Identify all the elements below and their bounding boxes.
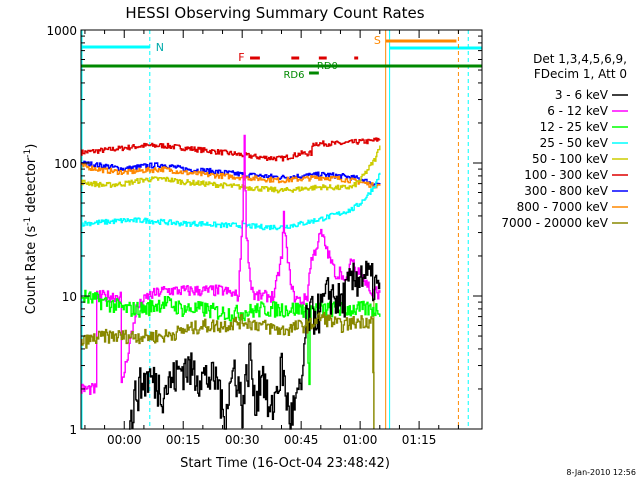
x-tick-label: 00:45: [284, 433, 319, 447]
series-line-50-100keV: [81, 145, 381, 194]
series-layer: [81, 134, 381, 430]
y-axis-label-part2: detector: [24, 157, 39, 217]
legend-header-attenuator: FDecim 1, Att 0: [534, 67, 627, 81]
y-tick-label: 100: [54, 157, 77, 171]
saa-label: S: [374, 34, 381, 47]
rd0-label: RD0: [317, 61, 338, 72]
y-tick-label: 10: [62, 290, 77, 304]
series-line-3-6keV: [129, 260, 381, 430]
footer-date: 8-Jan-2010 12:56: [566, 468, 636, 477]
axes-layer: 00:00 00:15 00:30 00:45 01:00 01:15 1 10 100 1000: [46, 24, 482, 447]
y-axis-label-sup2: -1: [23, 149, 33, 158]
y-tick-label: 1: [69, 423, 77, 437]
x-tick-label: 01:00: [343, 433, 378, 447]
x-axis-label: Start Time (16-Oct-04 23:48:42): [180, 456, 390, 471]
legend-entry-label: 7000 - 20000 keV: [501, 216, 608, 230]
y-axis-label-part3: ): [24, 144, 39, 149]
y-tick-label: 1000: [46, 24, 77, 38]
legend-entry-label: 800 - 7000 keV: [517, 200, 609, 214]
y-axis-label: Count Rate (s-1 detector-1): [23, 144, 39, 315]
legend-entry-label: 25 - 50 keV: [540, 136, 609, 150]
chart-title: HESSI Observing Summary Count Rates: [125, 4, 424, 22]
x-tick-label: 00:15: [166, 433, 201, 447]
legend-entry-label: 100 - 300 keV: [524, 168, 608, 182]
legend-entry-label: 300 - 800 keV: [524, 184, 608, 198]
legend-entry-label: 6 - 12 keV: [547, 104, 609, 118]
rd6-label: RD6: [283, 70, 304, 81]
legend-header-detectors: Det 1,3,4,5,6,9,: [533, 52, 627, 66]
x-tick-label: 01:15: [402, 433, 437, 447]
y-axis-label-part1: Count Rate (s: [24, 226, 39, 315]
legend-entry-label: 3 - 6 keV: [555, 88, 609, 102]
night-label: N: [156, 41, 164, 54]
legend: Det 1,3,4,5,6,9, FDecim 1, Att 0 3 - 6 k…: [501, 52, 628, 230]
series-line-800-7000keV: [81, 163, 381, 189]
series-line-7000-20000keV: [81, 311, 375, 429]
legend-entry-label: 12 - 25 keV: [540, 120, 609, 134]
legend-entry-label: 50 - 100 keV: [532, 152, 609, 166]
series-line-300-800keV: [81, 160, 381, 187]
series-line-6-12keV: [81, 134, 381, 395]
x-tick-label: 00:00: [107, 433, 142, 447]
x-tick-label: 00:30: [225, 433, 260, 447]
series-line-100-300keV: [81, 137, 381, 162]
y-axis-label-sup1: -1: [23, 217, 33, 226]
flare-label: F: [238, 51, 244, 64]
series-line-25-50keV: [81, 172, 381, 231]
